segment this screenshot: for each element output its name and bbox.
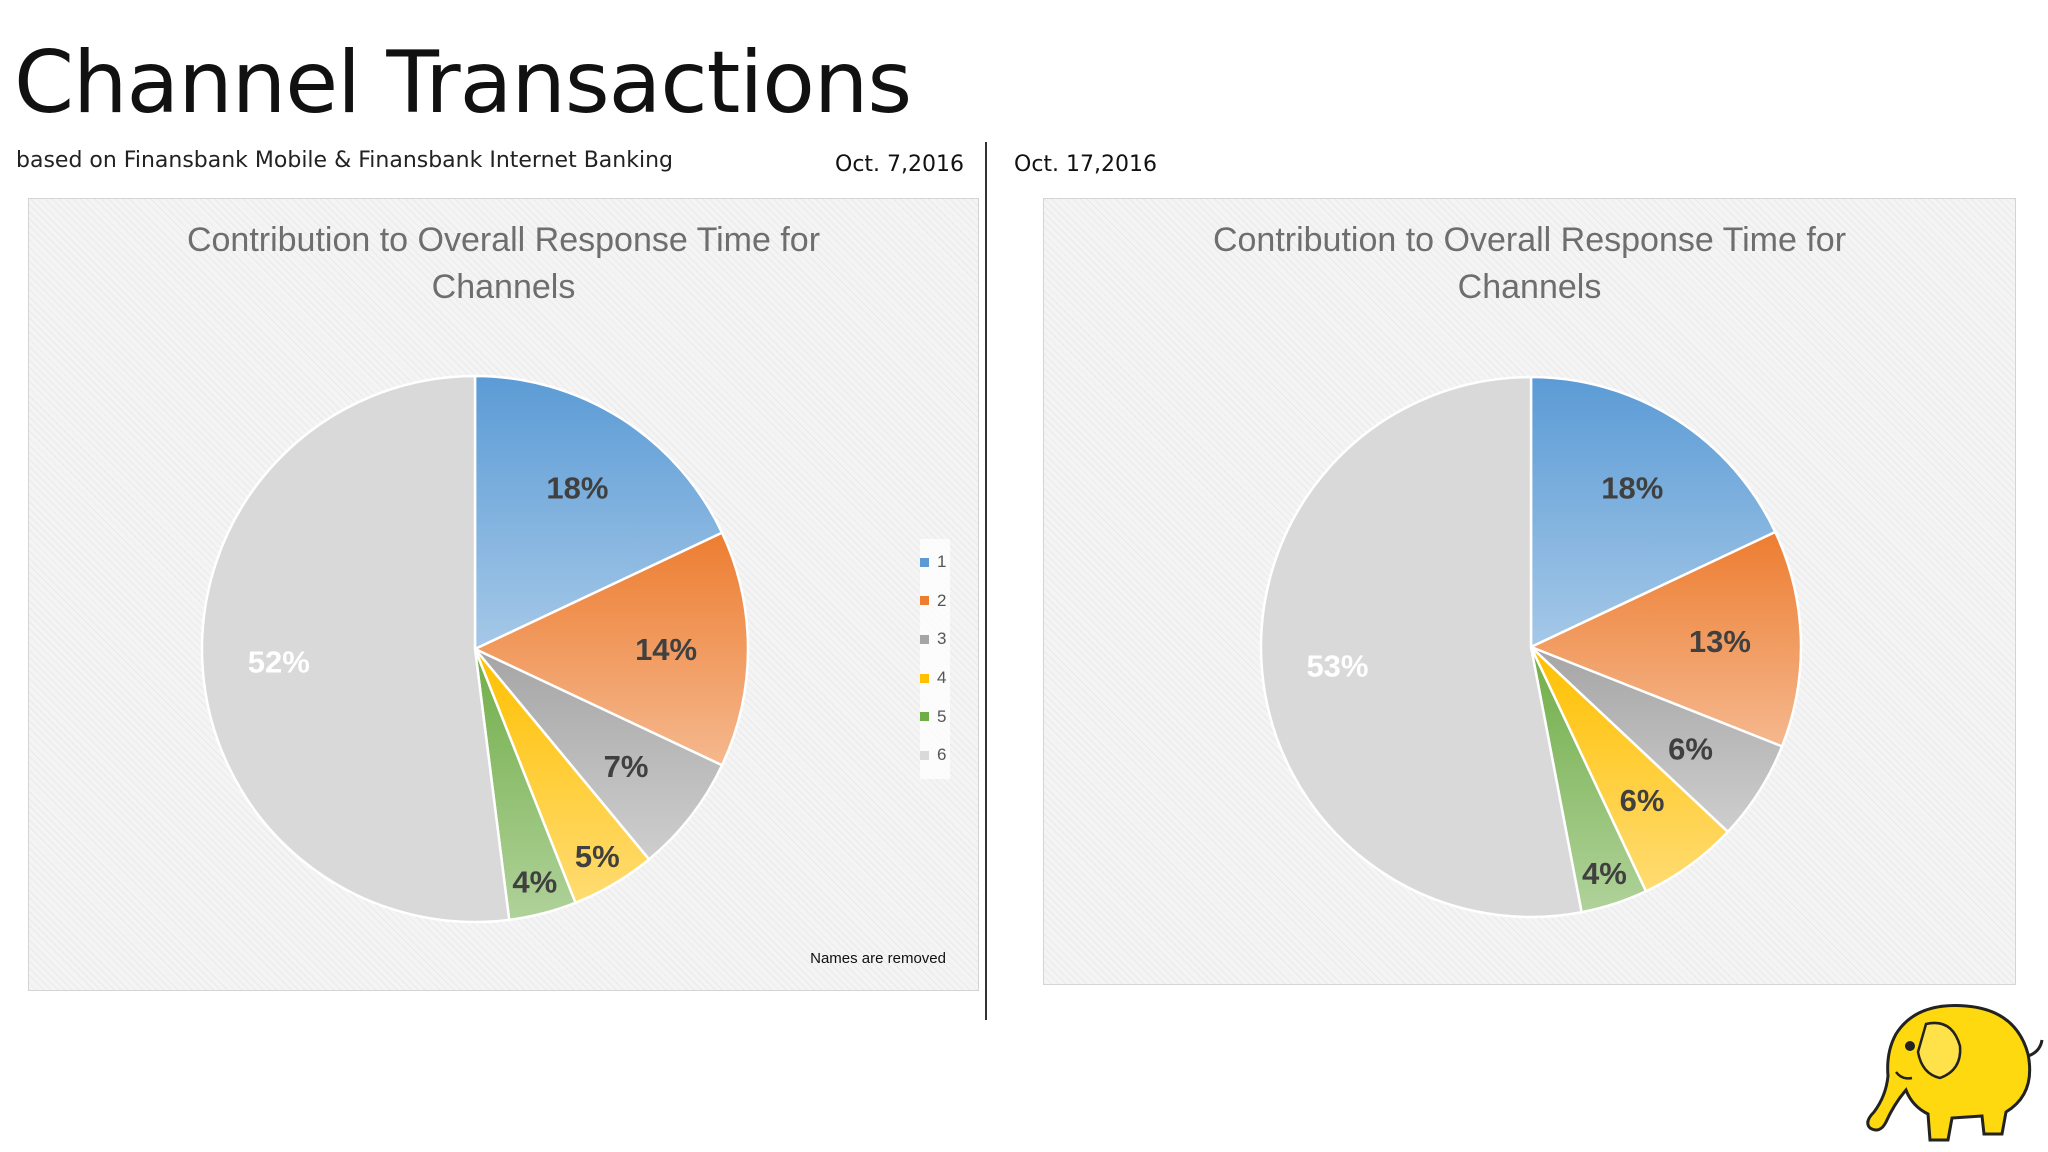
chart-legend: 1 2 3 4 5 6 [920,539,951,779]
legend-swatch [920,673,929,683]
chart-title-line: Contribution to Overall Response Time fo… [186,221,821,259]
legend-swatch [920,712,929,722]
legend-label: 3 [937,629,947,649]
chart-date-left: Oct. 7,2016 [835,152,965,177]
chart-date-right: Oct. 17,2016 [1014,152,1157,177]
chart-title-left: Contribution to Overall Response Time fo… [29,217,978,311]
legend-item: 2 [920,582,946,621]
legend-item: 3 [920,620,946,659]
pie-slice-1 [473,374,724,651]
chart-title-line: Contribution to Overall Response Time fo… [1212,221,1847,259]
pie-data-label: 4% [1582,856,1627,891]
pie-data-label: 18% [1601,470,1663,505]
legend-swatch [920,634,929,644]
legend-item: 4 [920,659,946,698]
slide-title: Channel Transactions [14,33,912,133]
pie-data-label: 5% [575,839,620,874]
pie-slice-1 [1529,375,1777,649]
legend-swatch [920,750,929,760]
chart-title-line: Channels [431,268,576,306]
legend-item: 5 [920,697,946,736]
yellow-elephant-icon [1866,1004,2044,1142]
legend-label: 5 [937,706,947,726]
pie-data-label: 6% [1668,731,1713,766]
pie-slice-3 [474,647,724,862]
pie-data-label: 18% [546,471,608,506]
chart-panel-left: Contribution to Overall Response Time fo… [28,198,979,991]
pie-data-label: 14% [635,632,697,667]
pie-data-label: 52% [248,644,310,679]
legend-label: 6 [937,745,947,765]
legend-label: 4 [937,668,947,688]
pie-slice-2 [472,531,750,767]
chart-panel-right: Contribution to Overall Response Time fo… [1043,198,2016,985]
pie-data-label: 7% [604,749,649,784]
legend-item: 6 [920,736,946,775]
pie-data-label: 6% [1620,783,1665,818]
pie-data-label: 13% [1689,624,1751,659]
chart-title-right: Contribution to Overall Response Time fo… [1044,217,2015,311]
pie-data-label: 53% [1306,648,1368,683]
pie-slice-6 [1259,375,1584,919]
pie-data-label: 4% [512,865,557,900]
chart-title-line: Channels [1457,268,1602,306]
footnote: Names are removed [810,950,946,967]
legend-item: 1 [920,543,946,582]
slide-subtitle: based on Finansbank Mobile & Finansbank … [16,148,673,173]
pie-chart-left: 18% 14% 7% 5% 4% 52% [200,374,750,924]
legend-label: 1 [937,552,947,572]
legend-label: 2 [937,590,947,610]
legend-swatch [920,557,929,567]
divider-line [985,142,987,1020]
pie-slice-2 [1527,530,1803,749]
pie-slice-6 [200,374,511,924]
legend-swatch [920,596,929,606]
pie-chart-right: 18% 13% 6%6% 4% 53% [1259,375,1803,919]
